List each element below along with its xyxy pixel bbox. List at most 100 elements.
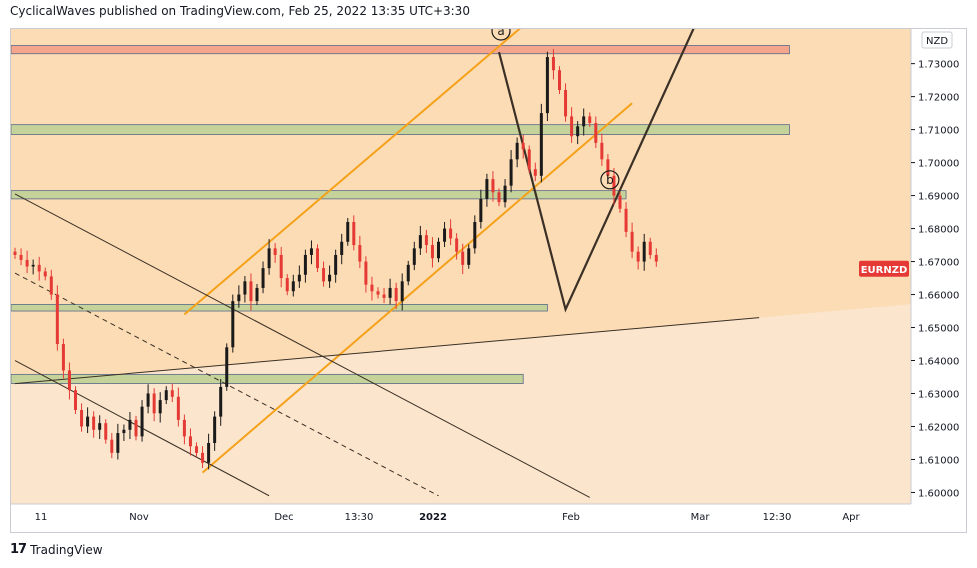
candle xyxy=(449,219,453,246)
price-tick-label: 1.72000 xyxy=(918,93,959,104)
candle xyxy=(539,103,543,183)
candle xyxy=(388,278,392,305)
wave-projection-line xyxy=(497,29,695,313)
candle xyxy=(316,244,319,273)
candle-body xyxy=(219,386,223,417)
candle xyxy=(612,167,616,205)
candle-body xyxy=(25,259,29,267)
candle-body xyxy=(533,169,537,176)
candle xyxy=(443,221,447,248)
candle-body xyxy=(473,221,477,249)
publish-header: CyclicalWaves published on TradingView.c… xyxy=(10,4,470,18)
candle xyxy=(92,411,96,438)
candle-body xyxy=(612,175,616,196)
candle xyxy=(358,235,362,269)
candle xyxy=(243,276,247,303)
price-tick-label: 1.68000 xyxy=(918,225,959,236)
candle-body xyxy=(243,281,247,295)
candle-body xyxy=(49,276,53,295)
trend-lines xyxy=(14,29,760,498)
candle-body xyxy=(195,446,198,453)
candle xyxy=(110,433,114,459)
candle xyxy=(406,260,410,286)
candle xyxy=(437,237,440,263)
candle xyxy=(424,229,428,253)
candle-body xyxy=(400,281,404,302)
candle-body xyxy=(285,278,289,292)
support-zone xyxy=(11,190,627,200)
candle xyxy=(418,225,422,255)
candle xyxy=(152,388,156,422)
candle xyxy=(370,276,374,301)
candle-body xyxy=(170,390,174,397)
candle xyxy=(267,239,271,275)
candle xyxy=(49,269,53,300)
candle-body xyxy=(201,452,205,463)
candle xyxy=(576,121,580,145)
time-tick-label: Mar xyxy=(691,512,711,523)
candle-body xyxy=(67,370,71,391)
time-tick-label: 2022 xyxy=(419,512,447,523)
candle-body xyxy=(43,271,47,277)
candle xyxy=(255,283,259,306)
candle xyxy=(122,424,126,441)
price-chart[interactable]: ab 1.600001.610001.620001.630001.640001.… xyxy=(11,29,966,532)
candle xyxy=(521,134,525,159)
candle xyxy=(346,218,350,246)
candle xyxy=(80,403,84,432)
candle-body xyxy=(509,159,513,186)
symbol-price-tag-box xyxy=(859,260,909,277)
candle-body xyxy=(13,251,17,255)
price-tick-label: 1.70000 xyxy=(918,159,959,170)
price-tick-label: 1.62000 xyxy=(918,422,959,433)
candle-body xyxy=(394,287,398,302)
wave-label-b-circle xyxy=(600,170,620,190)
candlesticks xyxy=(13,49,658,470)
candle xyxy=(31,259,35,275)
time-tick-label: Apr xyxy=(842,512,860,523)
rising-long-line xyxy=(14,317,760,385)
candle-body xyxy=(249,281,253,302)
candle xyxy=(158,392,162,423)
price-tick-label: 1.64000 xyxy=(918,357,959,368)
channel-upper-line xyxy=(183,29,521,316)
candle-body xyxy=(316,248,319,269)
candle xyxy=(43,267,47,281)
time-tick-label: 11 xyxy=(35,512,48,523)
candle xyxy=(225,343,229,391)
candle-body xyxy=(485,179,489,199)
candle xyxy=(170,383,174,403)
candle-body xyxy=(213,416,217,443)
candle-body xyxy=(255,287,259,302)
candle xyxy=(67,362,71,400)
candle-body xyxy=(303,254,307,275)
candle-body xyxy=(606,159,610,176)
candle xyxy=(176,387,180,427)
candle xyxy=(285,274,289,296)
candle xyxy=(394,282,398,310)
time-tick-label: 12:30 xyxy=(763,512,792,523)
support-zone xyxy=(11,373,524,385)
candle xyxy=(279,247,283,288)
price-tick-label: 1.60000 xyxy=(918,488,959,499)
descending-mid-line xyxy=(14,272,439,497)
candle xyxy=(231,294,235,353)
candle xyxy=(570,107,574,143)
candle xyxy=(594,116,598,149)
tradingview-logo-icon: 17 xyxy=(10,542,27,557)
candle-body xyxy=(146,393,150,407)
candle xyxy=(654,248,658,267)
candle xyxy=(164,386,168,405)
currency-tag-label: NZD xyxy=(926,36,948,47)
candle xyxy=(249,273,253,311)
support-zone xyxy=(11,304,548,312)
candle xyxy=(400,273,404,311)
candle-body xyxy=(55,294,59,345)
candle-body xyxy=(328,274,332,282)
candle-body xyxy=(527,149,531,170)
candle-body xyxy=(370,284,374,292)
candle-body xyxy=(267,248,271,269)
candle-body xyxy=(642,241,646,262)
candle-body xyxy=(600,142,604,160)
